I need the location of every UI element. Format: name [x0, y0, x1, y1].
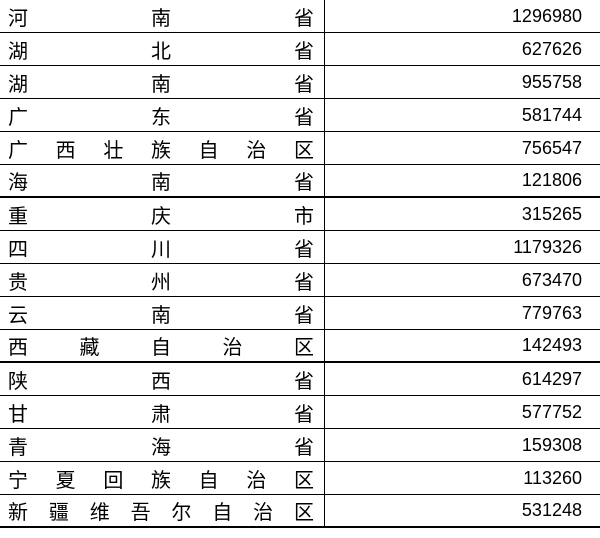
province-value: 779763: [522, 303, 582, 324]
province-name-cell: 西藏自治区: [0, 330, 325, 361]
table-row: 广东省 581744: [0, 99, 600, 132]
province-name-cell: 青海省: [0, 429, 325, 461]
province-value: 531248: [522, 500, 582, 521]
province-name-cell: 河南省: [0, 0, 325, 32]
province-name-cell: 云南省: [0, 297, 325, 329]
province-name-cell: 新疆维吾尔自治区: [0, 495, 325, 526]
table-row: 广西壮族自治区 756547: [0, 132, 600, 165]
province-value: 1296980: [512, 6, 582, 27]
province-value-cell: 577752: [325, 396, 600, 428]
province-name: 广西壮族自治区: [8, 134, 314, 163]
table-row: 云南省 779763: [0, 297, 600, 330]
province-value-cell: 779763: [325, 297, 600, 329]
province-value-cell: 756547: [325, 132, 600, 164]
province-value-cell: 581744: [325, 99, 600, 131]
province-value-cell: 315265: [325, 198, 600, 230]
province-name: 海南省: [8, 166, 314, 195]
province-name-cell: 广西壮族自治区: [0, 132, 325, 164]
province-name: 陕西省: [8, 365, 314, 394]
province-name-cell: 宁夏回族自治区: [0, 462, 325, 494]
province-name-cell: 湖北省: [0, 33, 325, 65]
province-value: 315265: [522, 204, 582, 225]
province-value: 756547: [522, 138, 582, 159]
province-value: 955758: [522, 72, 582, 93]
table-row: 湖北省 627626: [0, 33, 600, 66]
province-value: 614297: [522, 369, 582, 390]
province-name: 新疆维吾尔自治区: [8, 496, 314, 525]
province-value: 581744: [522, 105, 582, 126]
table-row: 甘肃省 577752: [0, 396, 600, 429]
province-name-cell: 陕西省: [0, 363, 325, 395]
province-name: 甘肃省: [8, 398, 314, 427]
table-row: 宁夏回族自治区 113260: [0, 462, 600, 495]
province-value: 142493: [522, 335, 582, 356]
province-name-cell: 湖南省: [0, 66, 325, 98]
table-row: 重庆市 315265: [0, 198, 600, 231]
province-value-cell: 627626: [325, 33, 600, 65]
province-value-cell: 113260: [325, 462, 600, 494]
province-name: 河南省: [8, 2, 314, 31]
province-value-cell: 1296980: [325, 0, 600, 32]
province-value-cell: 955758: [325, 66, 600, 98]
province-value: 1179326: [513, 237, 582, 258]
province-name-cell: 甘肃省: [0, 396, 325, 428]
province-value: 159308: [522, 435, 582, 456]
table-row: 新疆维吾尔自治区 531248: [0, 495, 600, 528]
province-name: 青海省: [8, 431, 314, 460]
province-name: 四川省: [8, 233, 314, 262]
province-table: 河南省 1296980 湖北省 627626 湖南省 955758 广东省 581744 广西壮…: [0, 0, 600, 528]
table-row: 河南省 1296980: [0, 0, 600, 33]
table-row: 青海省 159308: [0, 429, 600, 462]
province-name: 湖北省: [8, 35, 314, 64]
province-name: 宁夏回族自治区: [8, 464, 314, 493]
province-value-cell: 159308: [325, 429, 600, 461]
province-value-cell: 614297: [325, 363, 600, 395]
province-value: 673470: [522, 270, 582, 291]
province-name: 贵州省: [8, 266, 314, 295]
province-name: 广东省: [8, 101, 314, 130]
province-name: 湖南省: [8, 68, 314, 97]
table-row: 贵州省 673470: [0, 264, 600, 297]
province-name: 重庆市: [8, 200, 314, 229]
province-value-cell: 121806: [325, 165, 600, 196]
table-row: 海南省 121806: [0, 165, 600, 198]
table-row: 湖南省 955758: [0, 66, 600, 99]
province-name-cell: 贵州省: [0, 264, 325, 296]
province-value: 121806: [522, 170, 582, 191]
province-value: 627626: [522, 39, 582, 60]
province-name: 云南省: [8, 299, 314, 328]
province-value-cell: 673470: [325, 264, 600, 296]
province-name-cell: 四川省: [0, 231, 325, 263]
province-name: 西藏自治区: [8, 331, 314, 360]
province-value-cell: 1179326: [325, 231, 600, 263]
province-value: 577752: [522, 402, 582, 423]
province-name-cell: 海南省: [0, 165, 325, 196]
province-value-cell: 142493: [325, 330, 600, 361]
table-row: 西藏自治区 142493: [0, 330, 600, 363]
province-name-cell: 重庆市: [0, 198, 325, 230]
table-row: 四川省 1179326: [0, 231, 600, 264]
table-row: 陕西省 614297: [0, 363, 600, 396]
province-value-cell: 531248: [325, 495, 600, 526]
province-name-cell: 广东省: [0, 99, 325, 131]
province-value: 113260: [523, 468, 582, 489]
